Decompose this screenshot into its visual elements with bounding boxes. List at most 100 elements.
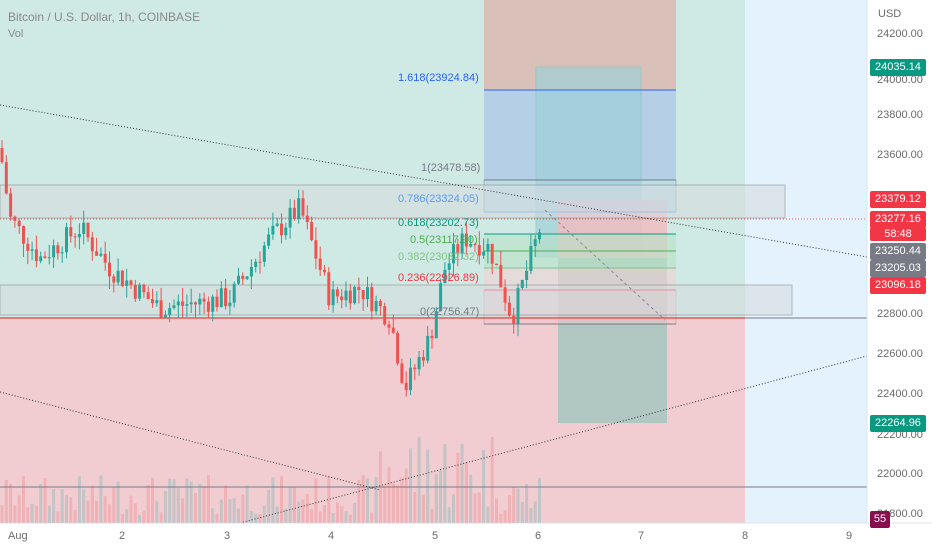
volume-bar <box>344 511 348 523</box>
volume-bar <box>374 477 378 523</box>
price-tick: 22800.00 <box>877 308 923 320</box>
volume-bar <box>456 452 460 523</box>
volume-bar <box>30 503 34 523</box>
fib-level-0786[interactable]: 0.786(23324.05) <box>398 193 479 205</box>
candle-body <box>538 232 541 240</box>
currency-label: USD <box>878 8 902 20</box>
volume-bar <box>331 512 335 523</box>
volume-bar <box>353 502 357 523</box>
candle-body <box>26 243 30 251</box>
volume-bar <box>26 507 30 523</box>
volume-bar <box>86 500 90 523</box>
candle-body <box>434 311 438 339</box>
price-tag-high: 23379.12 <box>870 191 926 208</box>
candle-body <box>129 280 133 285</box>
candle-body <box>357 286 361 290</box>
candle-body <box>417 357 421 370</box>
rising-trendline <box>239 355 868 524</box>
candle-body <box>159 300 163 318</box>
volume-bar <box>370 512 374 523</box>
candle-body <box>56 245 60 254</box>
candle-body <box>9 193 13 217</box>
volume-bar <box>297 501 301 523</box>
candle-body <box>327 272 331 306</box>
candle-body <box>86 222 90 238</box>
volume-bar <box>112 487 116 523</box>
volume-bar <box>396 485 400 523</box>
volume-bar <box>258 513 262 523</box>
volume-bar <box>499 514 503 523</box>
volume-bar <box>262 505 266 523</box>
volume-bar <box>486 506 490 523</box>
candle-body <box>22 226 25 244</box>
volume-bar <box>314 478 318 523</box>
volume-bar <box>460 443 464 523</box>
candle-body <box>73 236 77 238</box>
volume-bar <box>99 475 103 523</box>
candle-body <box>198 298 202 305</box>
volume-label[interactable]: Vol <box>8 28 24 40</box>
candle-body <box>90 237 94 252</box>
volume-bar <box>305 493 309 523</box>
volume-bar <box>520 501 524 523</box>
candle-body <box>4 162 8 194</box>
candle-body <box>344 290 348 301</box>
volume-bar <box>387 467 391 523</box>
volume-bar <box>125 509 129 523</box>
candle-body <box>503 287 507 303</box>
candle-body <box>331 289 335 306</box>
price-tick: 24000.00 <box>877 74 923 86</box>
fib-level-1[interactable]: 1(23478.58) <box>421 162 481 174</box>
fib-level-1618[interactable]: 1.618(23924.84) <box>398 72 479 84</box>
candle-body <box>138 284 142 299</box>
volume-bar <box>185 478 189 523</box>
candle-body <box>301 198 305 216</box>
volume-bar <box>13 505 17 523</box>
time-tick: 2 <box>119 530 126 542</box>
volume-bar <box>503 510 507 523</box>
candle-body <box>482 251 486 256</box>
candle-body <box>254 261 258 267</box>
candle-body <box>348 290 352 304</box>
candle-body <box>65 227 68 253</box>
candle-body <box>34 249 38 262</box>
candle-body <box>262 245 266 262</box>
candle-body <box>378 300 382 307</box>
volume-bar <box>90 485 94 523</box>
fib-level-0382[interactable]: 0.382(23032.32) <box>398 251 479 263</box>
volume-bar <box>198 483 202 523</box>
time-tick: 6 <box>535 530 542 542</box>
volume-bar <box>288 486 292 523</box>
fib-level-05[interactable]: 0.5(23117.90) <box>410 234 478 246</box>
volume-bar <box>340 506 344 523</box>
volume-bar <box>151 477 154 523</box>
price-tick: 22200.00 <box>877 429 923 441</box>
volume-bar <box>443 444 447 523</box>
candle-body <box>228 302 232 307</box>
fib-level-0[interactable]: 0(22756.47) <box>420 306 480 318</box>
volume-bar <box>378 451 382 523</box>
volume-bar <box>267 489 271 523</box>
candle-body <box>112 276 116 283</box>
candle-body <box>516 287 520 324</box>
candle-body <box>275 223 279 226</box>
volume-bar <box>138 514 142 523</box>
candle-body <box>426 335 430 361</box>
volume-bar <box>245 485 249 523</box>
fib-level-0618[interactable]: 0.618(23202.73) <box>398 217 479 229</box>
symbol-title[interactable]: Bitcoin / U.S. Dollar, 1h, COINBASE <box>8 10 201 24</box>
price-tick: 22600.00 <box>877 348 923 360</box>
volume-bar <box>310 509 314 523</box>
fib-level-0236[interactable]: 0.236(22926.89) <box>398 272 479 284</box>
price-tag-short-target: 22264.96 <box>870 415 926 432</box>
volume-bar <box>116 481 120 523</box>
candle-body <box>189 302 193 305</box>
candle-body <box>60 252 64 254</box>
volume-bar <box>383 485 387 523</box>
candle-body <box>39 256 43 262</box>
volume-bar <box>357 480 361 523</box>
candle-body <box>533 239 537 247</box>
volume-bar <box>516 488 520 523</box>
